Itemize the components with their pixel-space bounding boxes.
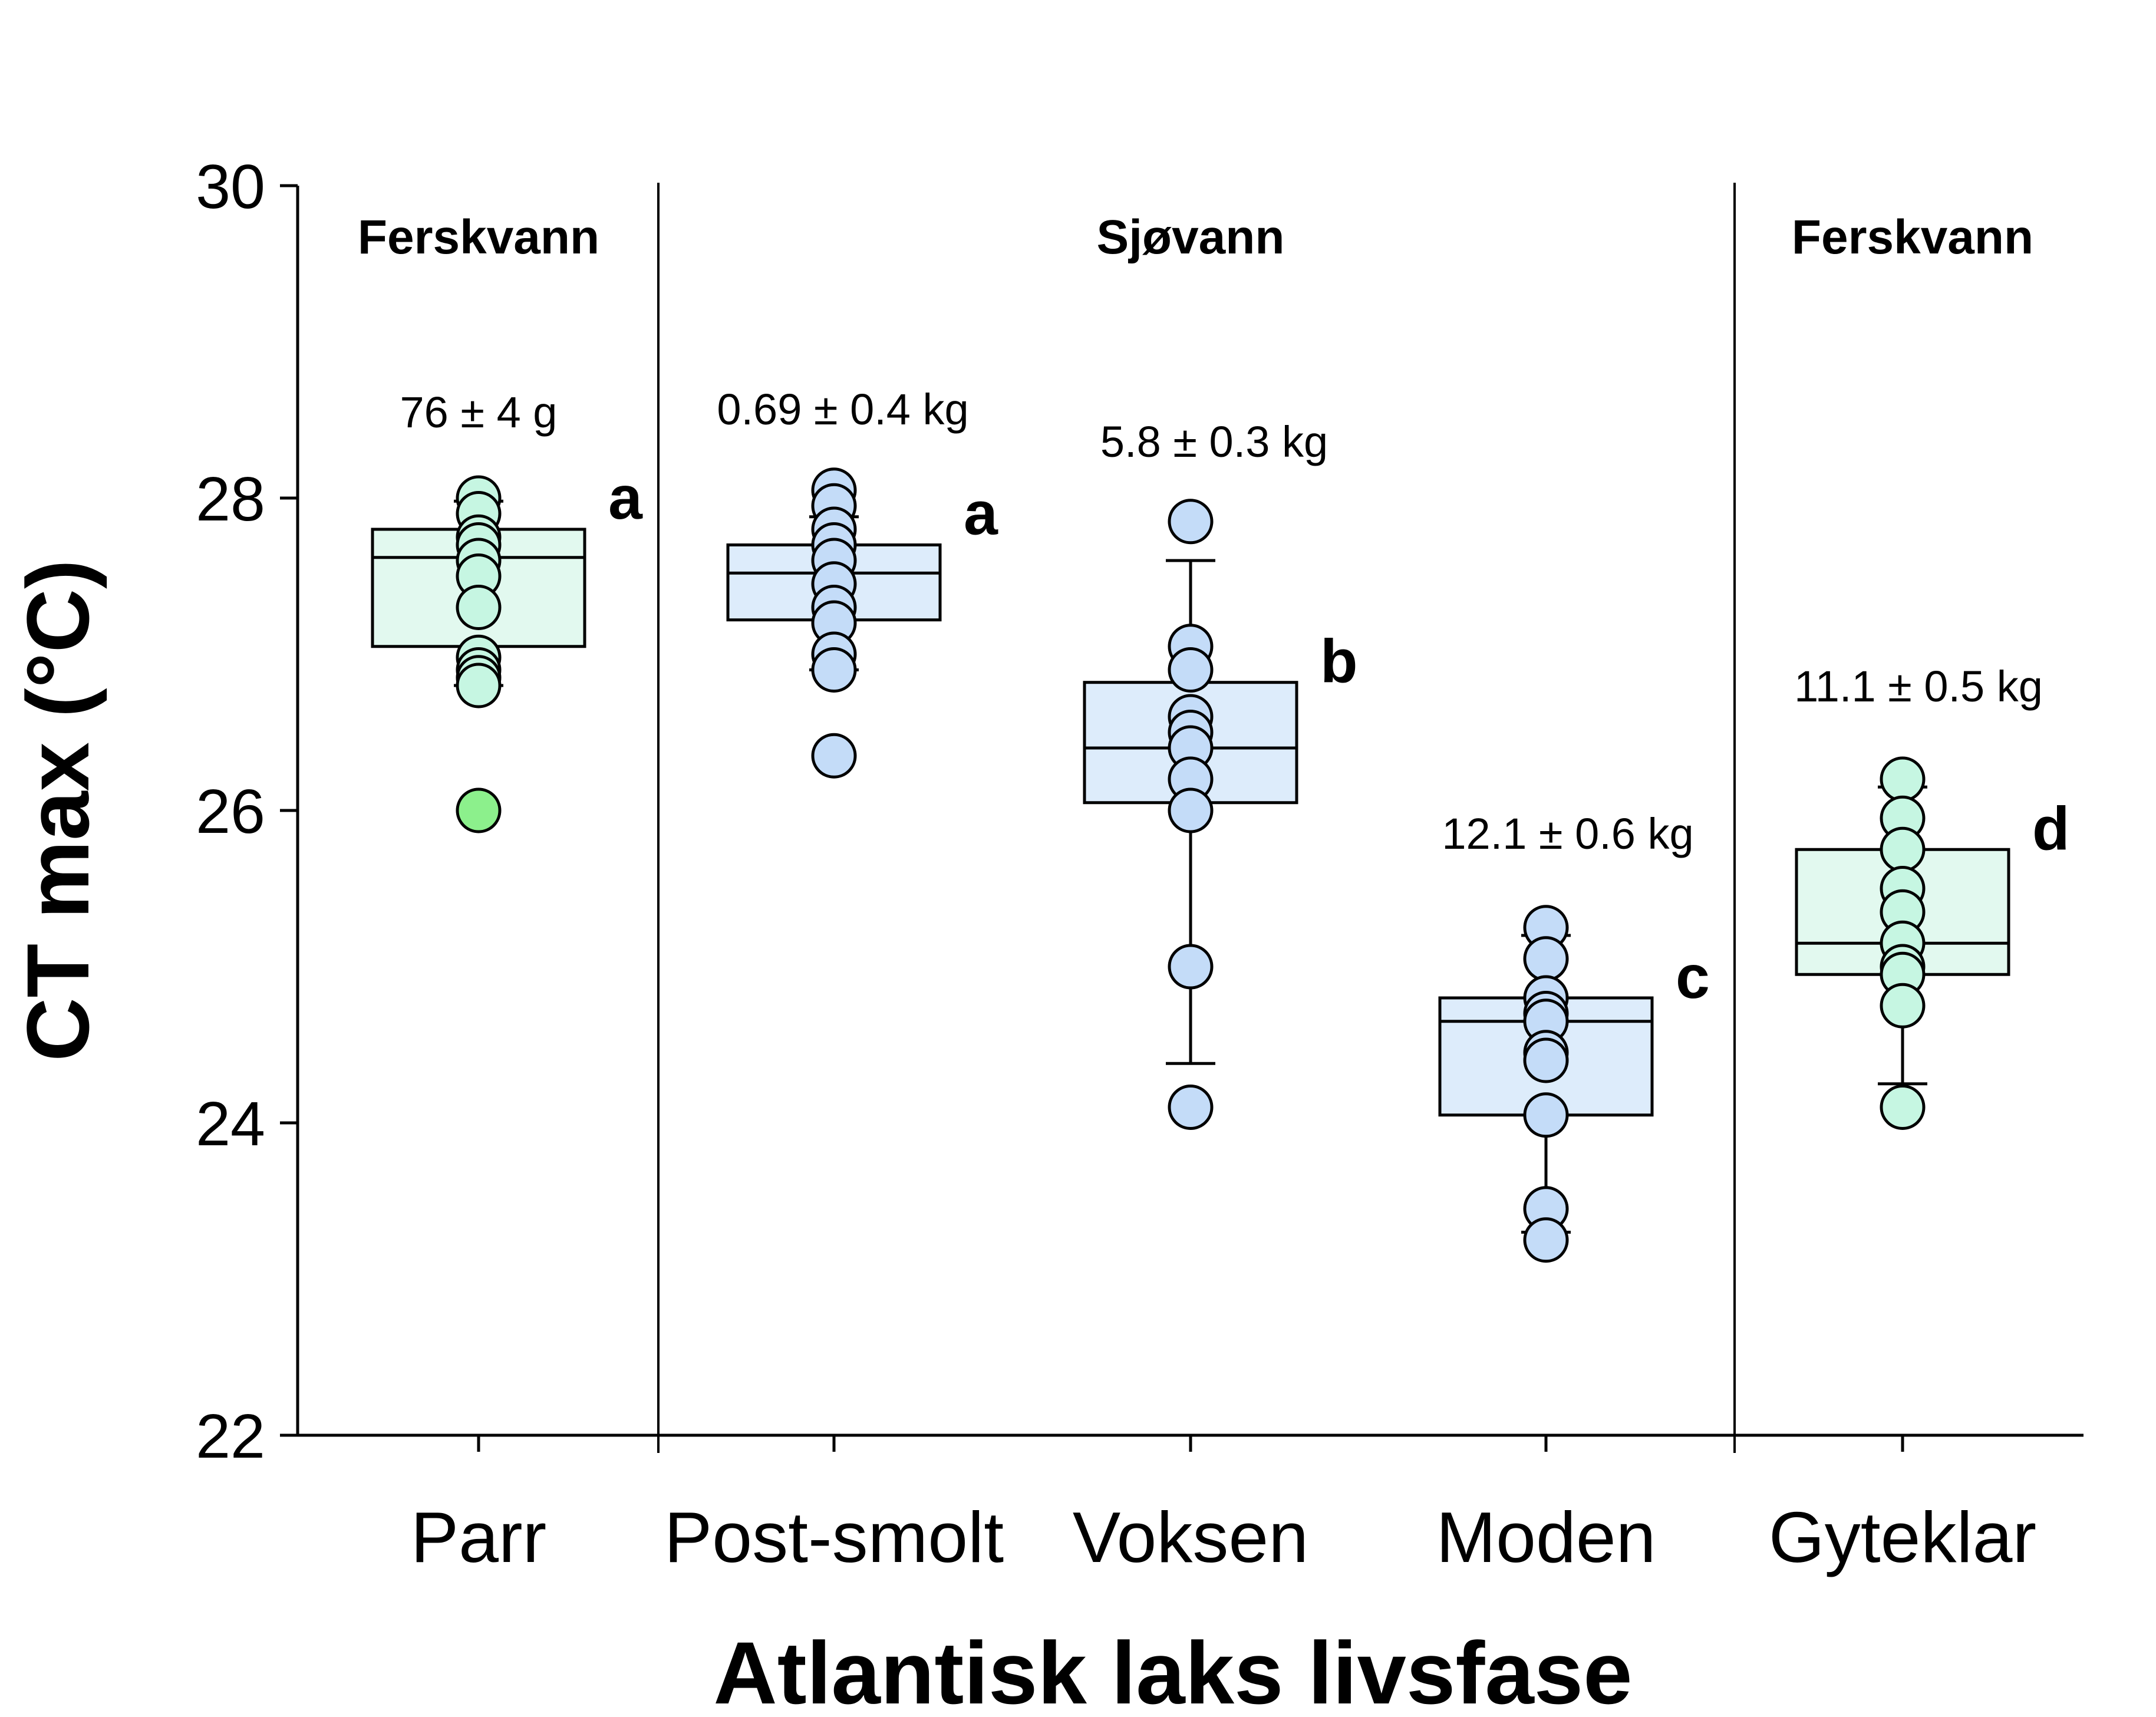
x-tick-label: Parr — [411, 1497, 546, 1577]
data-point — [1880, 983, 1926, 1029]
mass-label: 0.69 ± 0.4 kg — [717, 385, 968, 434]
point-series — [456, 467, 1926, 1263]
data-point — [1523, 1037, 1569, 1083]
significance-letter: d — [2032, 795, 2070, 863]
data-point — [1523, 1092, 1569, 1138]
data-point — [811, 647, 857, 693]
y-tick-label: 22 — [196, 1402, 265, 1471]
mass-label: 12.1 ± 0.6 kg — [1442, 809, 1693, 858]
significance-letter: a — [608, 464, 643, 532]
mass-label: 76 ± 4 g — [400, 388, 558, 437]
data-point — [1523, 936, 1569, 982]
data-point — [1168, 787, 1214, 833]
data-point — [1168, 647, 1214, 693]
section-label: Ferskvann — [1792, 210, 2033, 264]
data-point — [1168, 944, 1214, 990]
significance-letter: b — [1320, 628, 1358, 696]
x-tick-label: Voksen — [1073, 1497, 1308, 1577]
y-tick-label: 28 — [196, 464, 265, 534]
data-point — [1168, 1085, 1214, 1130]
data-point — [1168, 499, 1214, 545]
data-point — [1880, 1085, 1926, 1130]
significance-letter: c — [1676, 943, 1710, 1011]
data-point — [811, 733, 857, 779]
y-tick-label: 26 — [196, 777, 265, 846]
plot-frame: 22 24 26 28 30 Parr Post-smolt Voksen Moden Gytek… — [196, 152, 2084, 1577]
x-tick-label: Gyteklar — [1769, 1497, 2036, 1577]
data-point — [456, 585, 502, 630]
mass-label: 11.1 ± 0.5 kg — [1794, 662, 2043, 711]
section-label: Sjøvann — [1097, 210, 1285, 264]
data-point — [1880, 756, 1926, 802]
data-point — [1880, 826, 1926, 872]
outlier-point — [456, 787, 502, 833]
x-tick-label: Post-smolt — [664, 1497, 1004, 1577]
data-point — [1523, 1217, 1569, 1263]
mass-label: 5.8 ± 0.3 kg — [1100, 417, 1328, 466]
y-tick-label: 24 — [196, 1089, 265, 1159]
annotation-labels: Ferskvann Sjøvann Ferskvann 76 ± 4 g a 0.69 ±… — [358, 210, 2070, 1011]
y-tick-label: 30 — [196, 152, 265, 222]
y-axis-title: CT max (°C) — [8, 559, 107, 1062]
section-label: Ferskvann — [358, 210, 599, 264]
x-axis-title: Atlantisk laks livsfase — [713, 1623, 1632, 1717]
x-tick-label: Moden — [1436, 1497, 1656, 1577]
significance-letter: a — [964, 480, 998, 548]
data-point — [456, 663, 502, 708]
